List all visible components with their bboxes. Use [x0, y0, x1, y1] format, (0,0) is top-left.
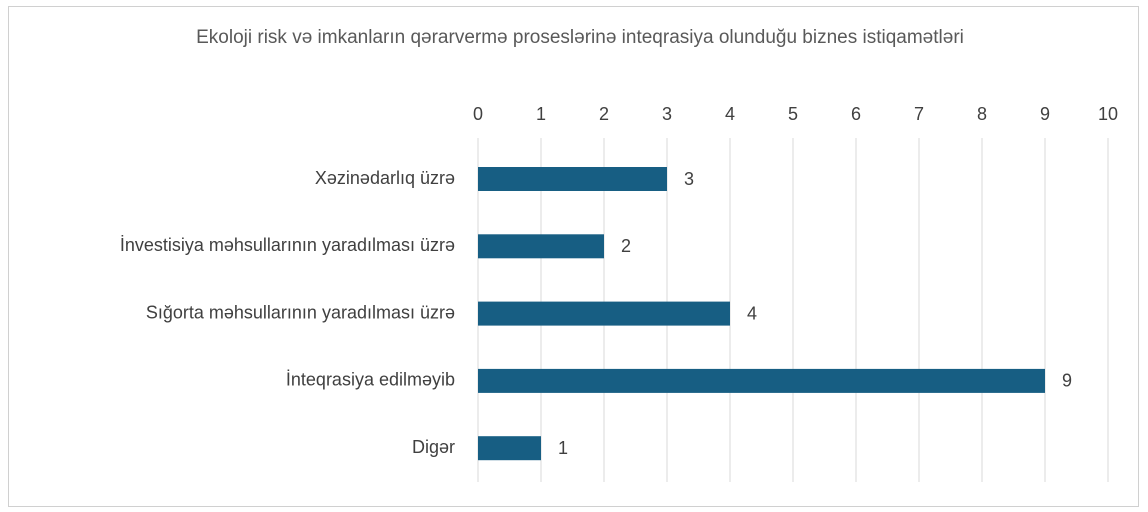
bar	[478, 436, 541, 461]
data-label: 2	[621, 236, 631, 256]
x-tick-label: 6	[851, 104, 861, 124]
y-tick-label: Xəzinədarlıq üzrə	[315, 168, 455, 188]
x-tick-label: 8	[977, 104, 987, 124]
x-tick-label: 10	[1098, 104, 1118, 124]
x-tick-label: 5	[788, 104, 798, 124]
x-tick-label: 3	[662, 104, 672, 124]
chart-border	[8, 6, 1139, 507]
data-label: 1	[558, 438, 568, 458]
bar	[478, 234, 604, 259]
bar	[478, 301, 730, 326]
y-tick-label: Digər	[412, 437, 455, 457]
y-tick-label: İnteqrasiya edilməyib	[286, 370, 455, 390]
data-label: 9	[1062, 371, 1072, 391]
chart-title: Ekoloji risk və imkanların qərarvermə pr…	[196, 27, 964, 48]
data-label: 4	[747, 303, 757, 323]
x-tick-label: 9	[1040, 104, 1050, 124]
bar	[478, 368, 1045, 393]
x-tick-label: 1	[536, 104, 546, 124]
bar	[478, 167, 667, 191]
x-tick-label: 4	[725, 104, 735, 124]
x-tick-label: 2	[599, 104, 609, 124]
y-tick-label: Sığorta məhsullarının yaradılması üzrə	[146, 302, 455, 322]
y-tick-label: İnvestisiya məhsullarının yaradılması üz…	[120, 235, 455, 255]
data-label: 3	[684, 169, 694, 189]
x-tick-label: 7	[914, 104, 924, 124]
x-tick-label: 0	[473, 104, 483, 124]
